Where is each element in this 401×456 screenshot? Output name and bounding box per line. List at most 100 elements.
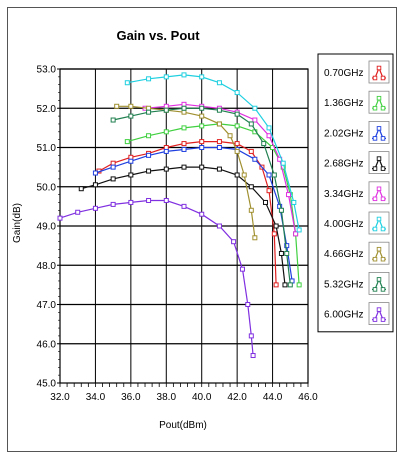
data-point <box>128 199 134 205</box>
data-point <box>181 203 187 209</box>
legend-swatch-box <box>368 241 390 265</box>
plot-area: 45.0 46.0 47.0 48.0 49.0 50.0 51.0 52.0 53.0 32.0… <box>37 65 319 404</box>
data-point <box>216 121 222 127</box>
legend-swatch-box <box>368 302 390 326</box>
legend-marker <box>372 196 378 202</box>
legend-marker <box>372 317 378 322</box>
x-tick-label: 34.0 <box>86 392 106 403</box>
legend-label: 1.36GHz <box>324 98 363 109</box>
data-point <box>110 164 116 170</box>
data-point <box>271 231 277 237</box>
legend-label: 4.00GHz <box>324 219 363 230</box>
data-point <box>284 243 290 249</box>
data-point <box>266 172 272 178</box>
data-point <box>248 148 254 154</box>
data-point <box>75 209 81 215</box>
data-point <box>146 152 152 158</box>
legend-label: 0.70GHz <box>324 68 363 79</box>
data-point <box>296 227 302 233</box>
data-point <box>234 111 240 117</box>
data-point <box>284 250 290 256</box>
data-point <box>273 223 279 229</box>
legend-swatch-box <box>368 90 390 114</box>
data-point <box>234 172 240 178</box>
y-tick-label: 53.0 <box>37 65 57 76</box>
data-point <box>252 156 258 162</box>
legend-label: 2.02GHz <box>324 128 363 139</box>
data-point <box>92 182 98 188</box>
series-line <box>98 141 277 285</box>
data-point <box>234 123 240 129</box>
data-point <box>163 129 169 135</box>
data-point <box>199 211 205 217</box>
data-point <box>231 239 237 245</box>
data-point <box>181 125 187 131</box>
legend-marker <box>372 75 378 81</box>
data-point <box>146 105 152 111</box>
data-point <box>114 103 120 109</box>
plot-border <box>59 68 309 384</box>
data-point <box>163 145 169 150</box>
legend-label: 4.66GHz <box>324 249 363 260</box>
x-tick-label: 42.0 <box>227 392 247 403</box>
legend-swatch-box <box>368 151 390 175</box>
data-point <box>266 188 272 194</box>
data-point <box>234 148 240 154</box>
data-point <box>199 74 205 80</box>
data-point <box>252 235 258 241</box>
data-point <box>128 172 134 178</box>
legend-marker <box>376 65 382 71</box>
legend-marker <box>372 105 378 111</box>
data-point <box>163 74 169 80</box>
data-point <box>128 103 134 109</box>
legend-label: 3.34GHz <box>324 189 363 200</box>
x-tick-label: 40.0 <box>192 392 212 403</box>
y-tick-label: 51.0 <box>37 143 57 154</box>
legend-marker <box>376 156 382 161</box>
data-point <box>248 184 254 190</box>
data-point <box>289 278 295 284</box>
data-point <box>296 282 302 288</box>
series-0.70GHz <box>96 139 279 288</box>
legend-marker <box>376 277 382 282</box>
legend-marker <box>380 317 386 322</box>
legend-marker <box>372 166 378 171</box>
legend-marker <box>372 287 378 292</box>
legend-marker <box>376 126 382 131</box>
data-point <box>266 133 272 139</box>
y-tick-label: 45.0 <box>37 379 57 390</box>
data-point <box>199 113 205 119</box>
series-line <box>116 105 256 238</box>
data-point <box>110 176 116 182</box>
y-tick-label: 47.0 <box>37 300 57 311</box>
chart-title: Gain vs. Pout <box>116 28 200 43</box>
data-point <box>216 80 222 86</box>
legend-swatch-box <box>368 271 390 295</box>
y-tick-label: 48.0 <box>37 261 57 272</box>
data-point <box>252 105 258 111</box>
data-point <box>250 353 256 359</box>
data-point <box>239 266 245 272</box>
data-point <box>146 76 152 82</box>
data-point <box>252 117 258 123</box>
series-line <box>95 146 293 281</box>
data-point <box>199 139 205 145</box>
data-point <box>92 205 98 211</box>
legend-marker <box>372 136 378 141</box>
x-axis-label: Pout(dBm) <box>159 420 207 431</box>
series-line <box>112 107 291 285</box>
data-point <box>181 101 187 107</box>
data-point <box>286 192 292 198</box>
data-point <box>146 109 152 115</box>
data-point <box>287 282 293 288</box>
y-axis-label: Gain(dB) <box>12 203 23 243</box>
legend-marker <box>380 256 386 262</box>
y-tick-label: 52.0 <box>37 104 57 115</box>
series-4.00GHz <box>124 72 302 233</box>
data-point <box>266 125 272 131</box>
legend-marker <box>376 246 382 252</box>
series-5.32GHz <box>110 105 293 288</box>
series-6.00GHz <box>57 197 256 359</box>
data-point <box>181 164 187 170</box>
data-point <box>163 197 169 203</box>
